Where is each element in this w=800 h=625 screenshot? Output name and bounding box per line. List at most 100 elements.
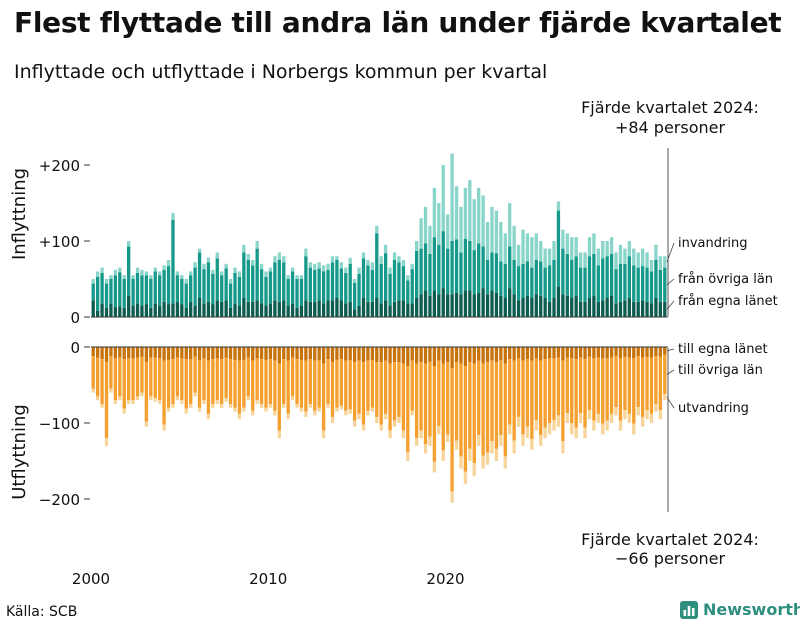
inflow-bar-ovriga: [547, 265, 552, 302]
inflow-bar-ovriga: [419, 248, 423, 295]
series-labels: från egna länet från övriga län invandring…: [666, 236, 778, 416]
outflow-bar-utvandring: [627, 413, 631, 423]
outflow-bar-ovriga: [304, 360, 308, 412]
outflow-bar-ovriga: [286, 360, 290, 414]
outflow-bar-egna: [259, 347, 264, 360]
outflow-bar-egna: [459, 347, 463, 364]
inflow-bar-ovriga: [135, 272, 140, 304]
inflow-bar-egna: [339, 300, 343, 317]
inflow-bar-ovriga: [578, 267, 583, 302]
outflow-bar-egna: [539, 347, 543, 361]
inflow-bar-egna: [153, 303, 157, 317]
inflow-bar-invandring: [556, 201, 561, 211]
outflow-bar-ovriga: [379, 362, 383, 425]
inflow-bar-ovriga: [361, 258, 366, 298]
inflow-bar-invandring: [357, 267, 361, 274]
inflow-bar-invandring: [415, 241, 419, 251]
outflow-bar-egna: [277, 347, 281, 364]
outflow-bar-ovriga: [423, 363, 428, 445]
inflow-bar-egna: [348, 301, 352, 317]
inflow-bar-egna: [118, 306, 122, 317]
outflow-bar-egna: [109, 347, 113, 357]
outflow-bar-ovriga: [627, 357, 631, 414]
outflow-bar-ovriga: [446, 362, 450, 435]
inflow-bar-invandring: [95, 271, 100, 277]
inflow-bar-invandring: [570, 237, 574, 260]
outflow-bar-egna: [521, 347, 525, 361]
outflow-bar-utvandring: [91, 388, 95, 393]
inflow-bar-invandring: [348, 257, 352, 264]
outflow-bar-egna: [499, 347, 503, 361]
inflow-bar-egna: [454, 292, 459, 317]
inflow-bar-ovriga: [189, 275, 193, 302]
outflow-bar-ovriga: [632, 358, 636, 424]
outflow-bar-utvandring: [392, 420, 397, 427]
outflow-bar-ovriga: [308, 359, 312, 404]
outflow-series-label: till egna länet: [678, 342, 768, 357]
inflow-series-label: från övriga län: [678, 272, 773, 287]
inflow-bar-invandring: [100, 267, 104, 273]
outflow-bar-utvandring: [282, 404, 286, 408]
inflow-bar-egna: [180, 304, 184, 317]
outflow-bar-ovriga: [149, 357, 153, 397]
inflow-bar-ovriga: [383, 253, 388, 301]
outflow-bar-utvandring: [410, 410, 414, 416]
inflow-bar-egna: [251, 301, 255, 317]
outflow-bar-ovriga: [658, 356, 663, 411]
inflow-bar-invandring: [539, 241, 543, 262]
inflow-bar-ovriga: [592, 253, 596, 296]
inflow-series-label: invandring: [678, 236, 747, 251]
outflow-bar-utvandring: [534, 419, 538, 431]
inflow-bar-ovriga: [313, 269, 317, 302]
inflow-bar-egna: [113, 307, 118, 317]
outflow-bar-utvandring: [477, 435, 481, 446]
outflow-bar-ovriga: [135, 357, 140, 397]
outflow-bar-ovriga: [313, 360, 317, 411]
inflow-bar-egna: [299, 305, 304, 317]
outflow-bar-ovriga: [578, 357, 583, 414]
inflow-bar-invandring: [530, 237, 534, 268]
inflow-bar-ovriga: [228, 283, 233, 308]
inflow-bar-invandring: [184, 279, 188, 284]
outflow-bar-ovriga: [401, 363, 406, 431]
outflow-bar-ovriga: [552, 358, 556, 420]
inflow-bar-ovriga: [357, 273, 361, 306]
inflow-bar-egna: [543, 298, 547, 317]
outflow-bar-egna: [313, 347, 317, 361]
inflow-bar-invandring: [370, 262, 375, 270]
outflow-bar-ovriga: [220, 359, 224, 404]
inflow-bar-egna: [640, 300, 645, 317]
outflow-bar-egna: [383, 347, 388, 361]
inflow-bar-invandring: [175, 271, 180, 276]
outflow-ytick-label: 0: [70, 339, 80, 357]
inflow-bar-egna: [127, 295, 131, 317]
outflow-bar-ovriga: [623, 356, 627, 411]
inflow-bar-invandring: [596, 248, 600, 266]
inflow-bar-egna: [623, 300, 627, 317]
inflow-bar-invandring: [583, 252, 587, 268]
inflow-bar-ovriga: [233, 272, 237, 304]
outflow-bar-utvandring: [95, 396, 100, 401]
outflow-bar-utvandring: [348, 409, 352, 414]
inflow-bar-invandring: [149, 275, 153, 279]
outflow-bar-ovriga: [663, 354, 667, 395]
outflow-bar-utvandring: [104, 438, 109, 446]
inflow-bar-egna: [392, 301, 397, 317]
inflow-bar-egna: [104, 307, 109, 317]
outflow-bar-utvandring: [215, 400, 219, 404]
inflow-bar-invandring: [410, 263, 414, 270]
inflow-bar-egna: [290, 303, 295, 317]
inflow-bar-egna: [370, 301, 375, 317]
outflow-bar-ovriga: [113, 358, 118, 401]
inflow-bar-invandring: [654, 244, 658, 260]
outflow-bar-utvandring: [299, 407, 304, 412]
inflow-bar-egna: [361, 298, 366, 317]
inflow-bar-invandring: [295, 275, 299, 279]
outflow-bar-ovriga: [122, 359, 126, 409]
inflow-bar-ovriga: [490, 252, 494, 291]
outflow-bar-utvandring: [122, 408, 126, 414]
outflow-bar-ovriga: [162, 360, 166, 425]
brand-logo[interactable]: Newsworthy: [680, 600, 800, 619]
outflow-bar-utvandring: [339, 405, 343, 410]
outflow-bar-utvandring: [171, 404, 175, 408]
